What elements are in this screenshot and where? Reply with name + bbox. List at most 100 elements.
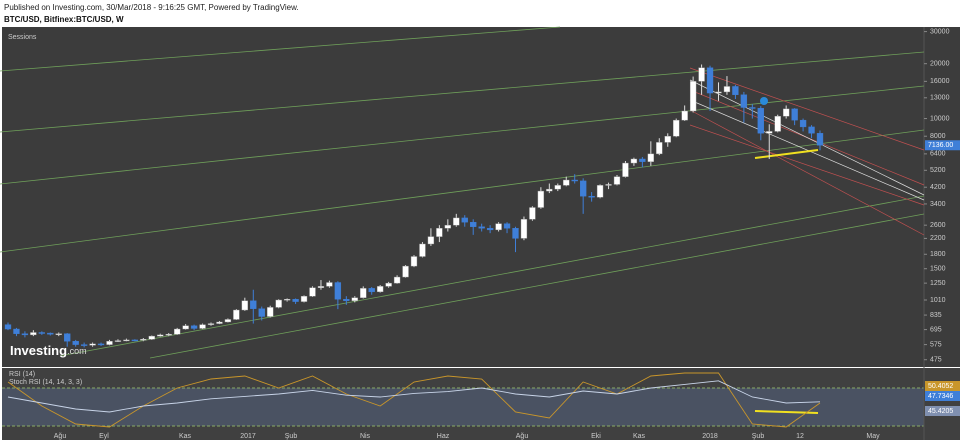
candle-body — [275, 299, 282, 308]
logo-main: Investing — [10, 343, 67, 358]
candle-body — [207, 323, 215, 325]
y-tick-label: 13000 — [930, 95, 950, 102]
y-tick-label: 1800 — [930, 251, 946, 258]
y-tick-label: 3400 — [930, 201, 946, 208]
candle-body — [343, 299, 350, 301]
y-tick-label: 10000 — [930, 115, 950, 122]
stoch-label: Stoch RSI (14, 14, 3, 3) — [9, 379, 82, 386]
candle-body — [300, 295, 308, 302]
panel-label-box — [925, 406, 960, 416]
x-tick-label: 2018 — [702, 433, 718, 440]
candle-body — [13, 328, 20, 334]
candle-body — [656, 142, 663, 155]
candle-body — [766, 131, 773, 134]
panel-label: 47.7346 — [928, 393, 953, 400]
candle-body — [72, 341, 79, 345]
candle-body — [723, 86, 731, 93]
candle-body — [55, 333, 62, 335]
panel-label: 45.4205 — [928, 408, 953, 415]
candle-body — [377, 286, 384, 293]
candle-body — [630, 158, 638, 164]
candle-body — [165, 334, 172, 336]
rsi-line — [7, 380, 821, 413]
candle-body — [453, 217, 460, 226]
candle-body — [393, 276, 401, 284]
symbol: BTC/USD, Bitfinex:BTC/USD, W — [4, 15, 124, 24]
candle-body — [706, 67, 714, 94]
candle-body — [436, 228, 443, 237]
x-tick-label: Ağu — [516, 433, 529, 440]
candle-body — [38, 332, 45, 334]
candle-body — [461, 217, 468, 223]
y-tick-label: 8000 — [930, 133, 946, 140]
candle-body — [791, 108, 798, 121]
y-tick-label: 475 — [930, 357, 942, 364]
y-tick-label: 695 — [930, 326, 942, 333]
support-line — [754, 149, 819, 159]
candle-body — [622, 162, 629, 177]
candle-body — [64, 333, 71, 342]
candle-body — [30, 332, 37, 336]
candle-body — [495, 223, 502, 231]
candle-body — [267, 307, 274, 317]
candle-body — [799, 119, 807, 128]
candle-body — [740, 94, 748, 108]
candle-body — [351, 297, 358, 301]
candle-body — [537, 190, 545, 208]
logo-suffix: .com — [67, 346, 87, 356]
candle-body — [114, 340, 122, 342]
candle-body — [106, 341, 113, 345]
candle-body — [326, 282, 333, 287]
published: Published on Investing.com, 30/Mar/2018 … — [4, 3, 299, 12]
candle-body — [283, 299, 291, 301]
y-tick-label: 2600 — [930, 222, 946, 229]
candle-body — [808, 126, 815, 134]
candle-body — [816, 133, 824, 146]
candle-body — [419, 243, 426, 257]
candle-body — [89, 343, 96, 346]
price-panel — [2, 27, 960, 367]
candle-body — [647, 153, 654, 162]
x-tick-label: Şub — [752, 433, 765, 440]
channel-lines — [0, 26, 925, 359]
panel-label-box — [925, 391, 960, 401]
panel-label: 50.4052 — [928, 383, 953, 390]
y-tick-label: 1010 — [930, 297, 946, 304]
candle-body — [224, 319, 232, 323]
y-tick-label: 1500 — [930, 266, 946, 273]
candle-body — [258, 308, 265, 317]
candle-body — [554, 185, 561, 190]
candle-body — [190, 325, 198, 329]
candle-body — [250, 300, 257, 309]
candle-body — [157, 334, 164, 337]
candle-body — [520, 219, 528, 239]
candle-body — [639, 158, 646, 162]
candle-body — [47, 332, 54, 335]
candle-body — [292, 299, 299, 302]
x-tick-label: Eki — [591, 433, 601, 440]
y-tick-label: 835 — [930, 312, 942, 319]
x-tick-label: Şub — [285, 433, 298, 440]
candle-body — [605, 184, 612, 186]
x-tick-label: May — [866, 433, 880, 440]
candle-body — [241, 300, 248, 311]
candle-body — [131, 339, 139, 342]
x-tick-label: Kas — [179, 433, 192, 440]
candle-body — [757, 107, 764, 134]
logo: Investing.com — [10, 343, 87, 358]
x-tick-label: Nis — [360, 433, 371, 440]
candle-body — [613, 176, 621, 185]
y-tick-label: 1250 — [930, 280, 946, 287]
candle-body — [580, 180, 587, 197]
candle-body — [478, 226, 485, 229]
candle-body — [317, 286, 325, 288]
y-tick-label: 20000 — [930, 61, 950, 68]
candle-body — [182, 325, 189, 330]
candle-body — [529, 207, 536, 220]
candle-body — [174, 328, 181, 335]
sessions: Sessions — [8, 34, 37, 41]
candle-body — [470, 221, 477, 227]
candle-body — [512, 228, 519, 239]
candle-body — [199, 324, 206, 329]
